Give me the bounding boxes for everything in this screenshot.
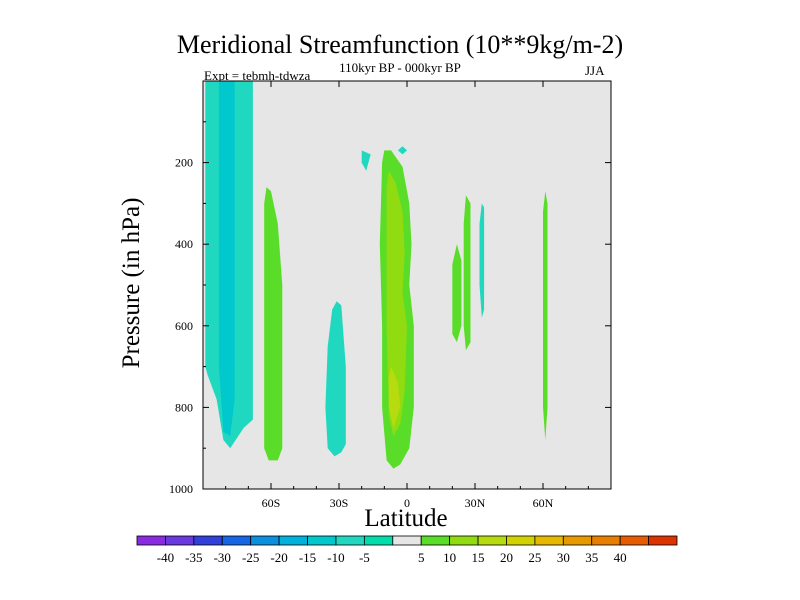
contour-region-eq-plus15 <box>388 366 401 428</box>
colorbar-swatch <box>449 535 479 546</box>
colorbar-swatch <box>193 535 223 546</box>
colorbar-label: -10 <box>327 550 344 565</box>
colorbar-label: -5 <box>359 550 370 565</box>
colorbar-label: -15 <box>299 550 316 565</box>
contour-region-small-minus5-b <box>397 146 407 155</box>
colorbar-label: -25 <box>242 550 259 565</box>
x-tick-label: 30S <box>330 496 349 510</box>
colorbar-swatch <box>619 535 649 546</box>
colorbar-label: -30 <box>214 550 231 565</box>
colorbar-swatch <box>136 535 166 546</box>
chart-subtitle: 110kyr BP - 000kyr BP <box>339 60 461 75</box>
contour-region-sh-plus5-60s <box>264 187 283 461</box>
y-tick-label: 800 <box>175 400 193 414</box>
colorbar-swatch <box>335 535 365 546</box>
colorbar-label: 10 <box>443 550 456 565</box>
colorbar-label: -40 <box>157 550 174 565</box>
contour-region-nh-plus5-28n <box>463 195 471 351</box>
colorbar-label: 5 <box>418 550 425 565</box>
colorbar-swatch <box>307 535 337 546</box>
x-axis-label: Latitude <box>364 505 448 532</box>
contour-region-small-minus5-a <box>361 150 371 171</box>
contour-region-sh-minus5-30s <box>325 301 346 457</box>
y-tick-label: 1000 <box>169 482 193 496</box>
colorbar-swatch <box>363 535 394 546</box>
x-tick-label: 30N <box>465 496 486 510</box>
colorbar-label: 25 <box>528 550 541 565</box>
colorbar-label: 35 <box>585 550 598 565</box>
chart-title: Meridional Streamfunction (10**9kg/m-2) <box>176 30 624 59</box>
colorbar-swatch <box>506 535 536 546</box>
colorbar-swatch <box>648 535 678 546</box>
season-label: JJA <box>585 63 605 78</box>
colorbar-label: 40 <box>614 550 627 565</box>
contour-region-nh-minus5-34n <box>479 203 485 318</box>
colorbar-swatch <box>165 535 195 546</box>
colorbar-swatch <box>392 535 422 546</box>
colorbar-swatch <box>562 535 593 546</box>
colorbar-swatch <box>591 535 621 546</box>
colorbar-label: 15 <box>472 550 485 565</box>
colorbar-label: -35 <box>185 550 202 565</box>
colorbar-swatch <box>250 535 280 546</box>
y-tick-label: 400 <box>175 237 193 251</box>
contour-region-sh-high-lat-minus10 <box>218 81 235 436</box>
colorbar-swatch <box>477 535 507 546</box>
contour-region-nh-plus5-20n <box>452 244 462 343</box>
colorbar-swatch <box>420 535 451 546</box>
colorbar-label: 20 <box>500 550 513 565</box>
colorbar-swatch <box>534 535 564 546</box>
experiment-label: Expt = tebmh-tdwza <box>204 68 311 83</box>
y-tick-label: 200 <box>175 156 193 170</box>
colorbar-label: 30 <box>557 550 570 565</box>
colorbar-label: -20 <box>270 550 287 565</box>
x-tick-label: 0 <box>404 496 410 510</box>
y-tick-label: 600 <box>175 319 193 333</box>
colorbar-swatch <box>278 535 308 546</box>
x-tick-label: 60S <box>262 496 281 510</box>
colorbar-swatch <box>221 535 252 546</box>
x-tick-label: 60N <box>533 496 554 510</box>
contour-region-nh-plus5-62n <box>543 191 548 440</box>
